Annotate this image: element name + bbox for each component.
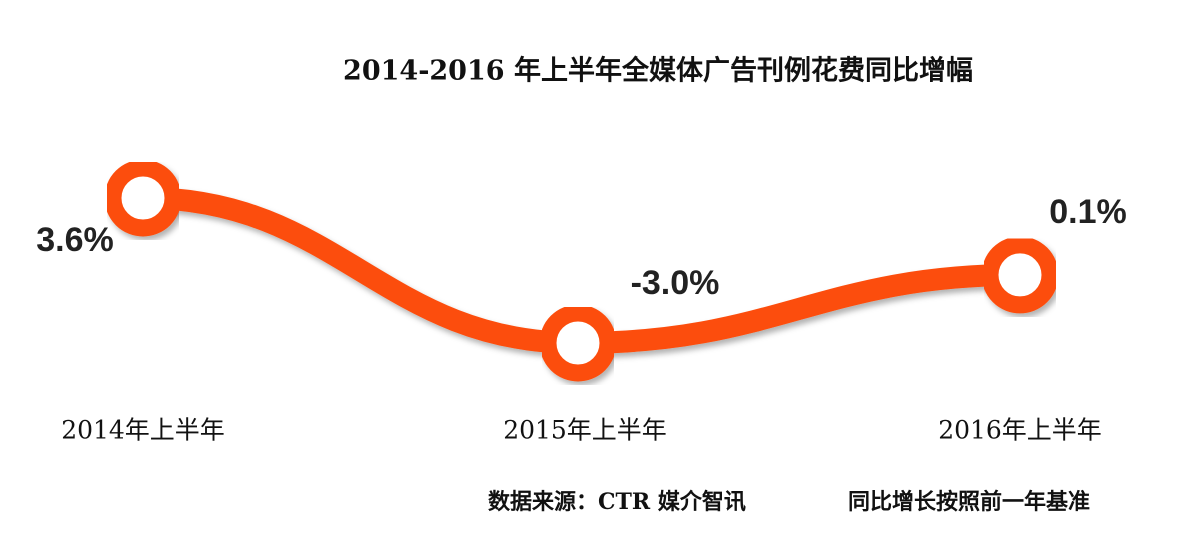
point-marker [981, 236, 1059, 314]
x-tick-label: 2014年上半年 [61, 416, 225, 445]
point-marker [539, 304, 617, 382]
chart-title: 2014-2016 年上半年全媒体广告刊例花费同比增幅 [343, 55, 973, 87]
x-tick-label: 2016年上半年 [938, 416, 1102, 445]
value-label: -3.0% [631, 264, 720, 302]
point-marker [104, 159, 182, 237]
value-label: 3.6% [36, 221, 114, 259]
basis-note: 同比增长按照前一年基准 [848, 489, 1090, 515]
x-tick-label: 2015年上半年 [503, 416, 667, 445]
source-note: 数据来源：CTR 媒介智讯 [488, 489, 746, 515]
value-label: 0.1% [1049, 193, 1127, 231]
